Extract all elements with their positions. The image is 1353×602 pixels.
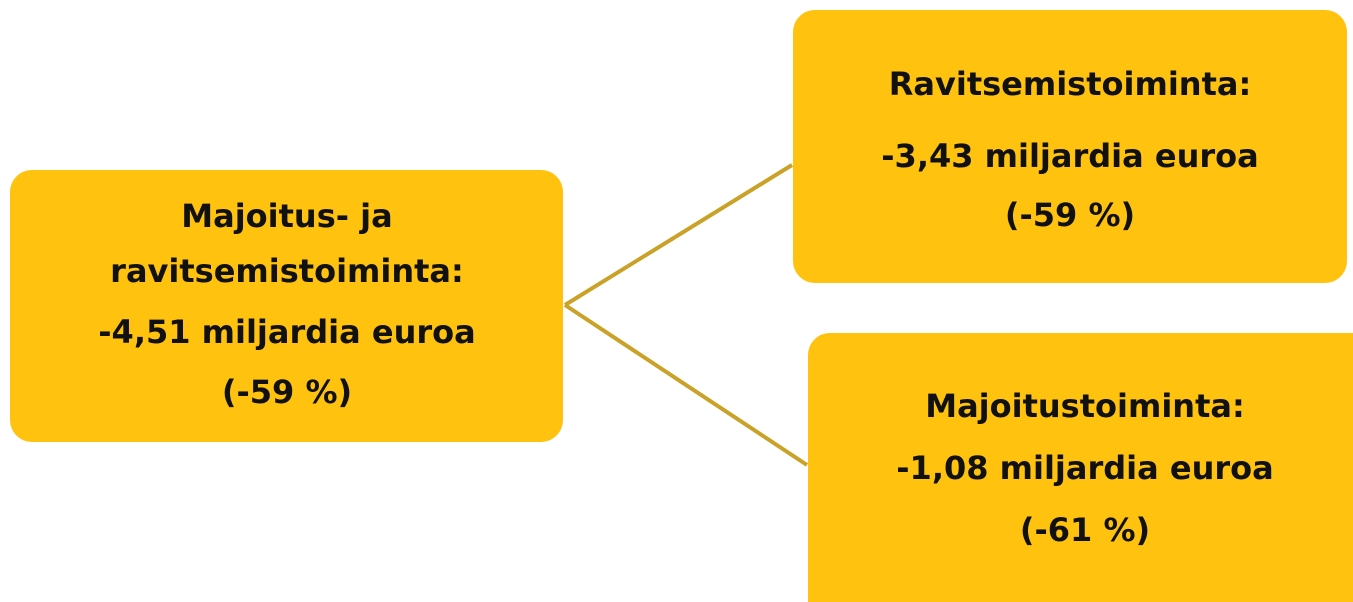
node-text: ravitsemistoiminta:: [110, 252, 464, 290]
node-box: [808, 333, 1353, 602]
node-text: Majoitustoiminta:: [925, 387, 1245, 425]
node-text: (-61 %): [1020, 511, 1150, 549]
node-text: (-59 %): [1005, 196, 1135, 234]
node-text: -4,51 miljardia euroa: [98, 313, 475, 351]
node-text: Majoitus- ja: [181, 197, 392, 235]
connector: [563, 303, 809, 467]
node-box: [793, 10, 1347, 283]
node-box: [10, 170, 563, 442]
node-text: -1,08 miljardia euroa: [896, 449, 1273, 487]
node-text: (-59 %): [222, 373, 352, 411]
node-text: -3,43 miljardia euroa: [881, 137, 1258, 175]
connector: [563, 163, 794, 307]
node-text: Ravitsemistoiminta:: [889, 65, 1252, 103]
